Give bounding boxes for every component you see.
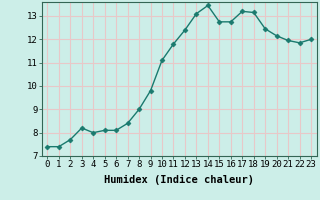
X-axis label: Humidex (Indice chaleur): Humidex (Indice chaleur) [104,175,254,185]
